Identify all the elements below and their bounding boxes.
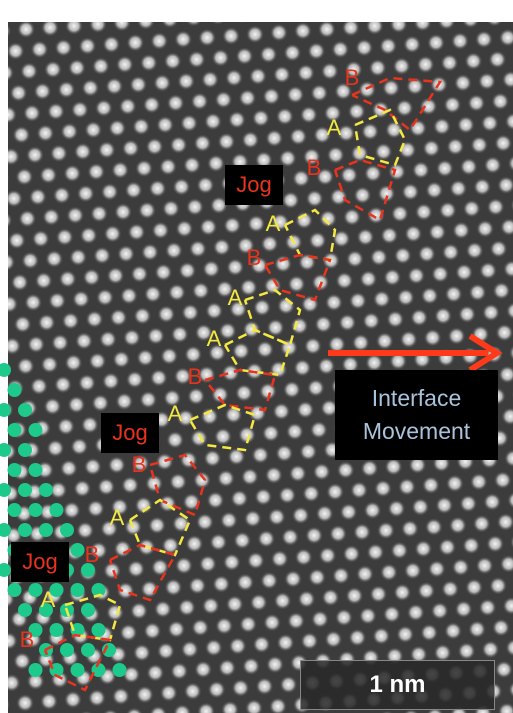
stacking-label: B [132, 454, 147, 476]
stacking-label: A [41, 589, 56, 611]
green-dot [71, 543, 85, 557]
stacking-label: B [345, 67, 360, 89]
green-dot [18, 603, 32, 617]
scale-bar: 1 nm [300, 660, 495, 710]
green-dot [29, 463, 43, 477]
movement-label: Interface Movement [335, 370, 498, 460]
green-dot [39, 483, 53, 497]
green-dot [81, 643, 95, 657]
green-dot [29, 423, 43, 437]
green-dot [8, 463, 22, 477]
green-dot [81, 603, 95, 617]
jog-label: Jog [225, 165, 283, 205]
page: Interface Movement 1 nm BABABAABABABABJo… [0, 0, 513, 713]
stacking-label: B [85, 544, 100, 566]
green-dot [39, 523, 53, 537]
green-dot [8, 423, 22, 437]
green-dot [113, 663, 127, 677]
stacking-label: A [168, 403, 183, 425]
green-dot [8, 583, 22, 597]
green-dot [50, 503, 64, 517]
green-dot [60, 643, 74, 657]
green-dot [18, 483, 32, 497]
jog-label: Jog [101, 413, 159, 453]
green-dot [8, 383, 22, 397]
jog-label: Jog [11, 542, 69, 582]
stacking-label: A [110, 507, 125, 529]
green-dot [29, 663, 43, 677]
green-dot [50, 623, 64, 637]
green-dot [92, 623, 106, 637]
stacking-label: A [266, 213, 281, 235]
stacking-label: A [228, 287, 243, 309]
stacking-label: B [307, 157, 322, 179]
green-dot [60, 523, 74, 537]
micrograph [0, 0, 513, 713]
green-dot [29, 503, 43, 517]
stacking-label: B [188, 366, 203, 388]
green-dot [18, 523, 32, 537]
green-dot [18, 443, 32, 457]
stacking-label: A [207, 328, 222, 350]
green-dot [18, 403, 32, 417]
green-dot [71, 663, 85, 677]
green-dot [8, 503, 22, 517]
stacking-label: B [247, 247, 262, 269]
stacking-label: A [327, 117, 342, 139]
green-dot [71, 583, 85, 597]
stacking-label: B [20, 629, 35, 651]
